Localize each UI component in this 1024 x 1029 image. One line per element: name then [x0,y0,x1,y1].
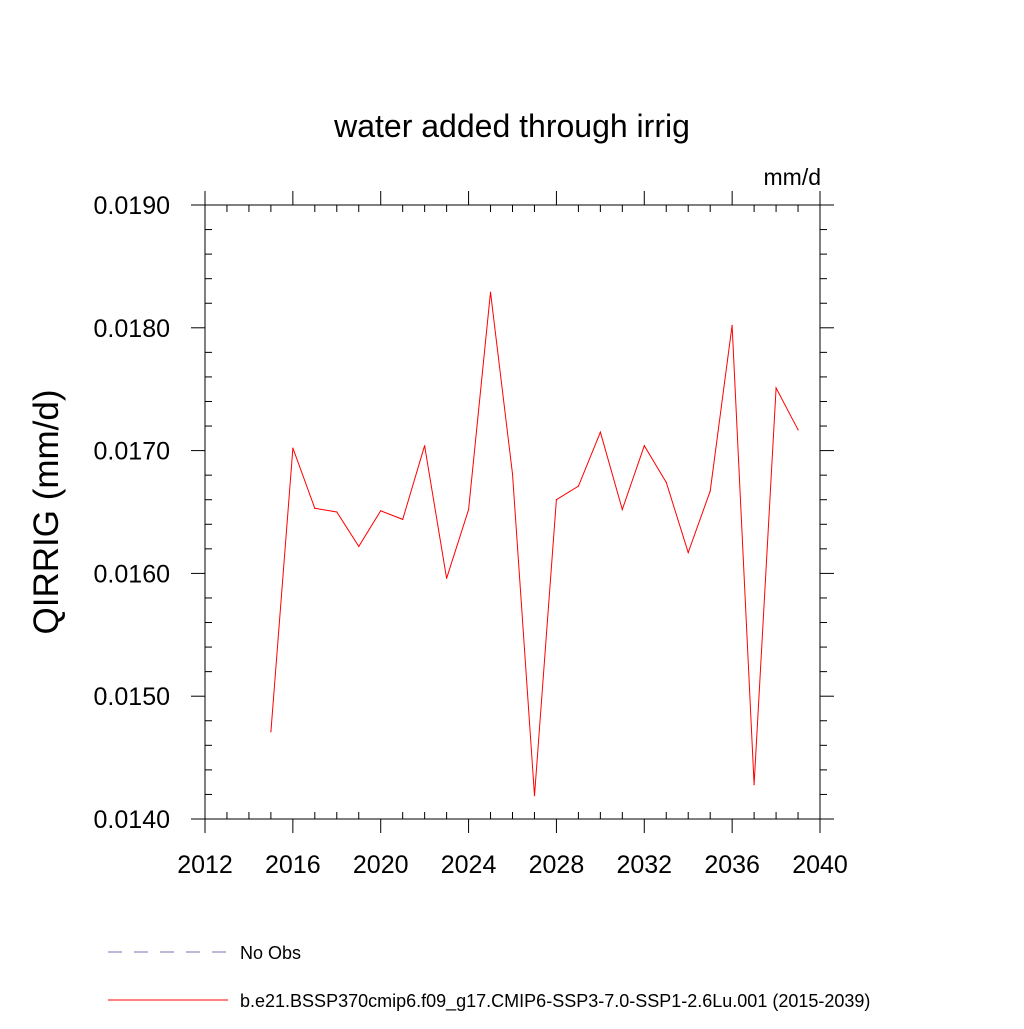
x-tick-label: 2016 [265,851,321,879]
data-point [599,431,601,433]
series-layer [270,291,799,797]
x-tick-label: 2036 [704,851,760,879]
y-tick-label: 0.0160 [94,560,170,588]
y-tick-label: 0.0170 [94,438,170,466]
x-tick-label: 2012 [177,851,233,879]
data-point [424,445,426,447]
data-point [709,490,711,492]
data-point [446,577,448,579]
data-point [687,551,689,554]
data-point [621,508,623,511]
plot-frame [204,204,821,820]
series-line-0 [270,292,799,796]
data-point [665,481,667,484]
data-point [336,511,338,513]
data-point [402,518,404,520]
data-point [577,485,579,487]
data-point [797,429,799,431]
data-point [270,731,272,733]
y-tick-label: 0.0180 [94,315,170,343]
data-point [643,445,645,447]
data-point [555,499,558,501]
data-point [489,291,492,293]
x-tick-label: 2032 [616,851,672,879]
x-tick-label: 2028 [529,851,585,879]
legend-label: No Obs [240,943,301,963]
data-point [358,545,360,547]
data-point [775,387,777,389]
data-point [731,324,733,326]
x-tick-label: 2040 [792,851,848,879]
data-point [380,510,382,512]
y-tick-label: 0.0150 [94,683,170,711]
data-point [533,795,536,797]
chart-title: water added through irrig [333,108,690,144]
data-point [511,473,514,475]
y-tick-label: 0.0190 [94,192,170,220]
units-label: mm/d [764,164,822,190]
data-point [753,784,755,786]
data-point [314,507,316,509]
x-tick-label: 2020 [353,851,409,879]
x-tick-label: 2024 [441,851,497,879]
y-tick-label: 0.0140 [94,806,170,834]
data-point [292,447,294,449]
legend-label: b.e21.BSSP370cmip6.f09_g17.CMIP6-SSP3-7.… [240,991,870,1012]
y-axis-label: QIRRIG (mm/d) [27,390,66,635]
axis-ticks: 2012 2016 2020 2024 2028 2032 2036 2040 0.0140 0.… [94,191,848,879]
data-point [467,508,470,511]
legend: No Obs b.e21.BSSP370cmip6.f09_g17.CMIP6-S… [108,943,870,1012]
